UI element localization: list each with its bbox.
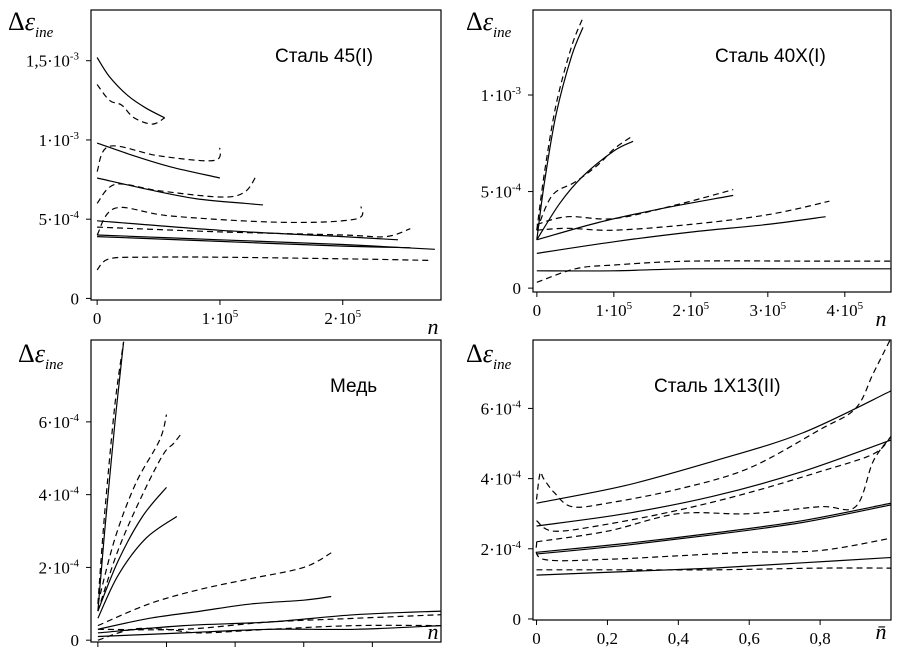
plot-frame	[532, 9, 892, 293]
y-tick-label: 0	[513, 610, 522, 629]
series-line-5	[536, 436, 892, 543]
chart-title: Медь	[330, 376, 377, 397]
series-line-7	[97, 552, 332, 627]
y-tick-label: 4·10-4	[39, 485, 80, 505]
series-line-8	[536, 216, 826, 254]
y-tick-label: 0	[71, 631, 80, 650]
chart-panel-4: 0 0,2 0,4 0,6 0,8 0 2·10-4 4·10-4 6·10-4 Сталь 1Х…	[466, 337, 892, 648]
series-line-11	[97, 624, 442, 641]
x-tick-label: 2·105	[324, 308, 361, 328]
series-line-6	[97, 516, 178, 619]
plot-frame	[532, 339, 892, 621]
series-line-5	[96, 177, 263, 206]
series-line-4	[97, 414, 168, 604]
series-line-7	[536, 200, 830, 231]
plot-frame	[90, 339, 442, 643]
series-line-1	[536, 390, 892, 504]
y-tick-label: 5·10-4	[39, 209, 80, 229]
y-tick-label: 2·10-4	[39, 557, 80, 577]
y-tick-label: 2·10-4	[481, 539, 522, 559]
series-line-2	[536, 27, 584, 240]
y-tick-label: 1,5·10-3	[26, 51, 80, 71]
series-line-9	[97, 226, 411, 238]
series-line-3	[536, 140, 634, 241]
x-tick-label: 0,8	[809, 629, 830, 648]
series-line-2	[96, 84, 166, 125]
series-line-4	[536, 135, 634, 231]
series-line-4	[96, 145, 221, 172]
series-line-1	[96, 57, 165, 119]
x-tick-label: 0,6	[739, 629, 760, 648]
x-tick-label: 2·105	[672, 300, 709, 320]
series-line-11	[97, 236, 411, 249]
x-tick-label: 1·105	[202, 308, 239, 328]
chart-title: Сталь 45(I)	[275, 46, 373, 67]
chart-title: Сталь 40Х(I)	[715, 46, 826, 67]
x-tick-label: 0,2	[597, 629, 618, 648]
x-tick-label: 3·105	[749, 300, 786, 320]
series-line-3	[536, 439, 892, 527]
chart-panel-3: 02·1054·1056·1058·10502·10-44·10-46·10-4…	[18, 339, 442, 650]
x-tick-label: 4·105	[826, 300, 863, 320]
x-axis-label: n̄	[876, 619, 887, 644]
y-axis-label: Δεine	[18, 339, 64, 373]
y-tick-label: 6·10-4	[481, 398, 522, 418]
series-line-8	[97, 595, 332, 630]
series-line-9	[536, 556, 892, 576]
y-tick-label: 4·10-4	[481, 469, 522, 489]
y-tick-label: 1·10-3	[481, 85, 522, 105]
series-line-2	[97, 341, 125, 604]
y-axis-label: Δεine	[466, 7, 512, 41]
series-line-10	[536, 567, 892, 571]
series-line-4	[536, 436, 892, 532]
series-line-7	[536, 504, 892, 555]
x-tick-label: 0	[93, 309, 102, 328]
series-line-2	[535, 337, 892, 508]
series-line-12	[97, 625, 442, 638]
y-axis-label: Δεine	[8, 7, 54, 41]
y-tick-label: 5·10-4	[481, 182, 522, 202]
series-line-6	[96, 174, 258, 204]
x-tick-label: 0,4	[668, 629, 690, 648]
y-axis-label: Δεine	[466, 339, 512, 373]
x-tick-label: 0	[533, 301, 542, 320]
series-line-6	[536, 189, 734, 225]
y-tick-label: 0	[513, 279, 522, 298]
series-line-1	[536, 17, 584, 231]
series-line-10	[536, 268, 891, 272]
y-tick-label: 1·10-3	[39, 130, 80, 150]
x-tick-label: 0	[532, 629, 541, 648]
series-line-3	[96, 142, 221, 179]
series-line-10	[97, 614, 442, 631]
series-line-9	[536, 260, 891, 283]
x-tick-label: 1·105	[596, 300, 633, 320]
x-axis-label: n	[428, 314, 439, 339]
series-line-8	[535, 537, 892, 562]
series-line-3	[97, 487, 167, 612]
series-line-6	[536, 502, 892, 553]
chart-panel-2: 0 1·105 2·105 3·105 4·105 0 5·10-4 1·10-3 Сталь …	[466, 7, 892, 331]
chart-title: Сталь 1Х13(II)	[654, 376, 781, 397]
series-line-7	[96, 206, 364, 236]
series-line-8	[97, 220, 399, 241]
x-axis-label: n	[428, 619, 439, 644]
plot-frame	[90, 9, 442, 301]
x-axis-label: n	[876, 306, 887, 331]
chart-panel-1: 0 1·105 2·105 0 5·10-4 1·10-3 1,5·10-3 Сталь 45…	[8, 7, 442, 339]
y-tick-label: 6·10-4	[39, 412, 80, 432]
series-line-12	[96, 256, 429, 271]
series-line-5	[536, 194, 734, 241]
y-tick-label: 0	[71, 289, 80, 308]
series-line-5	[97, 432, 183, 612]
series-line-1	[97, 341, 125, 612]
